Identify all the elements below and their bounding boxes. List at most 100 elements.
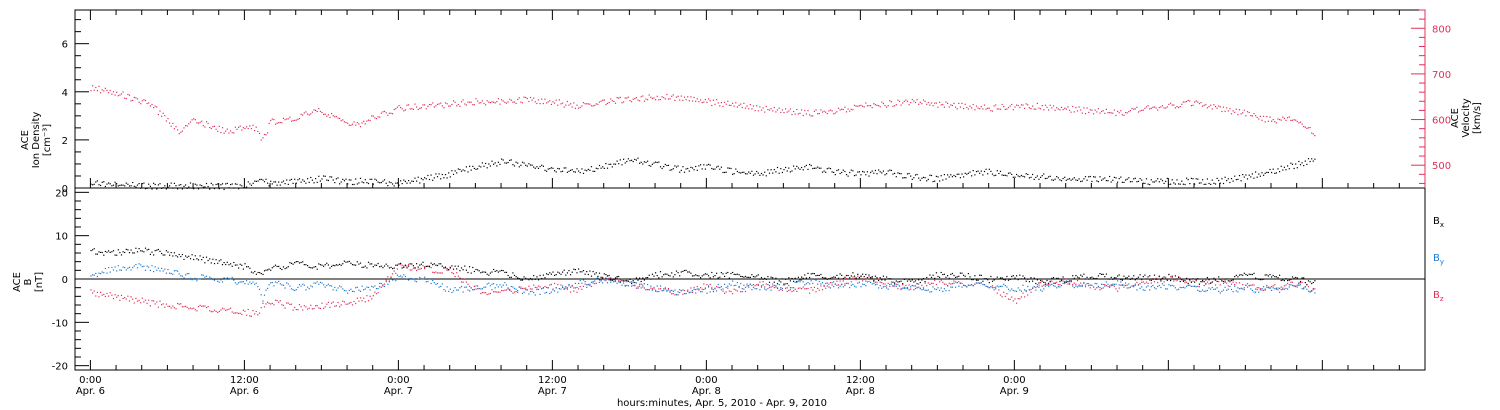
by-series-point [1117,280,1119,282]
bz-series-point [246,314,248,316]
density-series-point [1129,181,1131,183]
density-series-point [579,172,581,174]
velocity-series-point [244,127,246,130]
density-tick-label: 6 [62,40,68,51]
by-series-point [396,274,398,276]
bz-series-point [887,282,889,284]
bz-series-point [411,269,413,271]
bx-series-point [627,280,629,282]
density-series-point [321,178,323,180]
bz-series-point [446,269,448,271]
by-series-point [605,277,607,279]
bz-series-point [345,303,347,305]
velocity-series-point [493,101,495,103]
bz-series-point [488,293,490,295]
by-series-point [1145,286,1148,288]
density-series-point [366,182,368,184]
density-series-point [932,181,934,183]
density-series-point [1141,179,1143,181]
velocity-series-point [1101,110,1103,113]
velocity-series-point [829,109,832,111]
bz-series-point [173,307,175,309]
density-series-point [315,178,317,180]
bx-series-point [209,258,211,260]
bx-series-point [616,276,618,278]
bz-series-point [1198,286,1200,288]
bz-series-point [837,284,840,286]
by-series-point [807,282,809,284]
bz-series-point [878,278,880,280]
by-series-point [613,280,615,283]
density-series-point [706,164,708,166]
density-series-point [887,170,889,172]
bx-series-point [698,275,700,277]
velocity-series-point [207,122,209,125]
bz-series-point [1123,286,1125,288]
velocity-series-point [794,113,796,115]
density-series-point [860,174,862,176]
velocity-series-point [1246,111,1249,113]
velocity-series-point [194,119,196,121]
bz-series-point [1287,282,1289,284]
by-series-point [494,287,496,289]
velocity-series-point [1203,104,1205,106]
density-series-point [1016,173,1018,176]
velocity-series-point [452,100,455,102]
bx-series-point [592,271,594,273]
velocity-series-point [1024,107,1026,109]
bz-series-point [234,312,236,314]
velocity-series-point [112,91,115,93]
bx-series-point [1086,276,1088,278]
bz-series-point [900,287,902,290]
by-series-point [395,280,397,282]
bx-series-point [130,249,132,251]
by-series-point [428,278,431,280]
velocity-series-point [775,111,777,113]
velocity-series-point [236,128,238,130]
density-series-point [930,174,933,177]
bx-series-point [741,276,743,278]
bz-series-point [366,295,368,297]
by-series-point [1263,286,1265,288]
density-series-point [940,175,942,177]
bx-series-point [124,251,126,254]
density-series-point [1009,172,1011,174]
bx-series-point [1184,280,1186,282]
bx-series-point [720,272,722,274]
bx-series-point [623,280,625,282]
density-series-point [481,162,483,164]
bz-series-point [1102,287,1104,289]
velocity-series-point [939,101,941,103]
by-series-point [708,286,710,288]
velocity-series-point [1255,115,1257,117]
density-series-point [255,180,257,182]
bz-series-point [999,294,1002,296]
velocity-series-point [201,120,203,122]
by-series-point [709,291,711,293]
density-series-point [257,180,259,182]
velocity-series-point [419,107,421,109]
velocity-series-point [1126,112,1128,114]
bx-series-point [318,263,320,265]
by-series-point [241,281,243,283]
by-series-point [693,288,695,290]
bz-series-point [494,291,496,293]
bx-series-point [157,248,159,251]
by-series-point [760,285,763,287]
by-series-point [467,289,469,291]
by-series-point [419,276,421,278]
bz-series-point [241,313,243,315]
bz-series-point [1160,280,1162,282]
bz-series-point [674,294,676,296]
bz-series-point [295,309,297,311]
velocity-series-point [563,106,565,108]
bx-series-point [444,266,447,268]
bx-series-point [1240,274,1242,276]
bz-series-point [284,307,286,309]
velocity-series-point [643,100,645,102]
bx-series-point [972,279,974,281]
bz-series-point [1052,285,1055,287]
by-series-point [886,287,888,289]
density-series-point [1168,183,1170,185]
bz-series-point [821,289,824,291]
